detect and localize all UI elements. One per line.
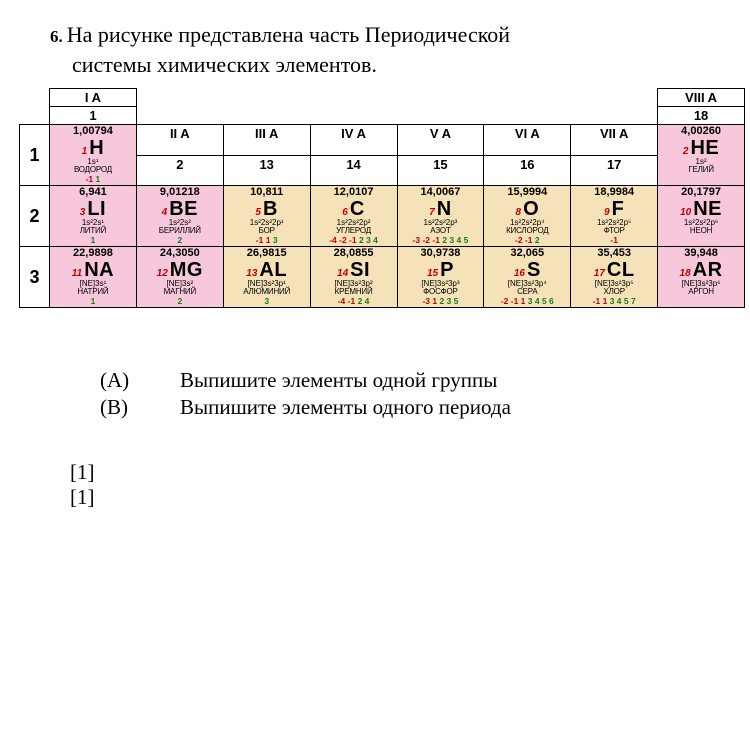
group-roman-7: VII A [570, 124, 658, 156]
periodic-table: I A VIII A 1 18 1 1,00794 1H 1s¹ ВОДОРОД… [20, 89, 745, 308]
task-a-label: (A) [100, 368, 180, 393]
element-he: 4,00260 2HE 1s² ГЕЛИЙ [657, 124, 745, 186]
group-num-16: 16 [483, 155, 571, 187]
group-roman-3: III A [223, 124, 311, 156]
element-n: 14,0067 7N 1s²2s²2p³ АЗОТ -3 -2 -1 2 3 4… [397, 185, 485, 247]
group-roman-1: I A [49, 88, 137, 107]
element-f: 18,9984 9F 1s²2s²2p⁵ ФТОР -1 [570, 185, 658, 247]
group-roman-2: II A [136, 124, 224, 156]
group-num-1: 1 [49, 106, 137, 125]
group-roman-5: V A [397, 124, 485, 156]
element-ne: 20,1797 10NE 1s²2s²2p⁶ НЕОН [657, 185, 745, 247]
group-num-17: 17 [570, 155, 658, 187]
group-roman-4: IV A [310, 124, 398, 156]
element-c: 12,0107 6C 1s²2s²2p² УГЛЕРОД -4 -2 -1 2 … [310, 185, 398, 247]
element-si: 28,0855 14SI [NE]3s²3p² КРЕМНИЙ -4 -1 2 … [310, 246, 398, 308]
task-b-text: Выпишите элементы одного периода [180, 395, 511, 420]
score-1: [1] [70, 460, 720, 485]
element-be: 9,01218 4BE 1s²2s² БЕРИЛЛИЙ 2 [136, 185, 224, 247]
element-b: 10,811 5B 1s²2s²2p¹ БОР -1 1 3 [223, 185, 311, 247]
element-h: 1,00794 1H 1s¹ ВОДОРОД -1 1 [49, 124, 137, 186]
group-num-15: 15 [397, 155, 485, 187]
tasks-block: (A) Выпишите элементы одной группы (B) В… [100, 368, 720, 420]
element-mg: 24,3050 12MG [NE]3s² МАГНИЙ 2 [136, 246, 224, 308]
element-al: 26,9815 13AL [NE]3s²3p¹ АЛЮМИНИЙ 3 [223, 246, 311, 308]
element-cl: 35,453 17CL [NE]3s²3p⁵ ХЛОР -1 1 3 4 5 7 [570, 246, 658, 308]
group-num-18: 18 [657, 106, 745, 125]
group-roman-6: VI A [483, 124, 571, 156]
period-label-1: 1 [19, 124, 50, 186]
task-b-label: (B) [100, 395, 180, 420]
element-na: 22,9898 11NA [NE]3s¹ НАТРИЙ 1 [49, 246, 137, 308]
period-label-2: 2 [19, 185, 50, 247]
group-num-13: 13 [223, 155, 311, 187]
group-num-14: 14 [310, 155, 398, 187]
element-ar: 39,948 18AR [NE]3s²3p⁶ АРГОН [657, 246, 745, 308]
task-a-text: Выпишите элементы одной группы [180, 368, 497, 393]
element-li: 6,941 3LI 1s²2s¹ ЛИТИЙ 1 [49, 185, 137, 247]
score-2: [1] [70, 485, 720, 510]
element-p: 30,9738 15P [NE]3s²3p³ ФОСФОР -3 1 2 3 5 [397, 246, 485, 308]
scores-block: [1] [1] [70, 460, 720, 510]
group-roman-8: VIII A [657, 88, 745, 107]
element-o: 15,9994 8O 1s²2s²2p⁴ КИСЛОРОД -2 -1 2 [483, 185, 571, 247]
question-text: 6. На рисунке представлена часть Периоди… [50, 20, 720, 79]
element-s: 32,065 16S [NE]3s²3p⁴ СЕРА -2 -1 1 3 4 5… [483, 246, 571, 308]
question-number: 6. [50, 27, 63, 46]
period-label-3: 3 [19, 246, 50, 308]
group-num-2: 2 [136, 155, 224, 187]
